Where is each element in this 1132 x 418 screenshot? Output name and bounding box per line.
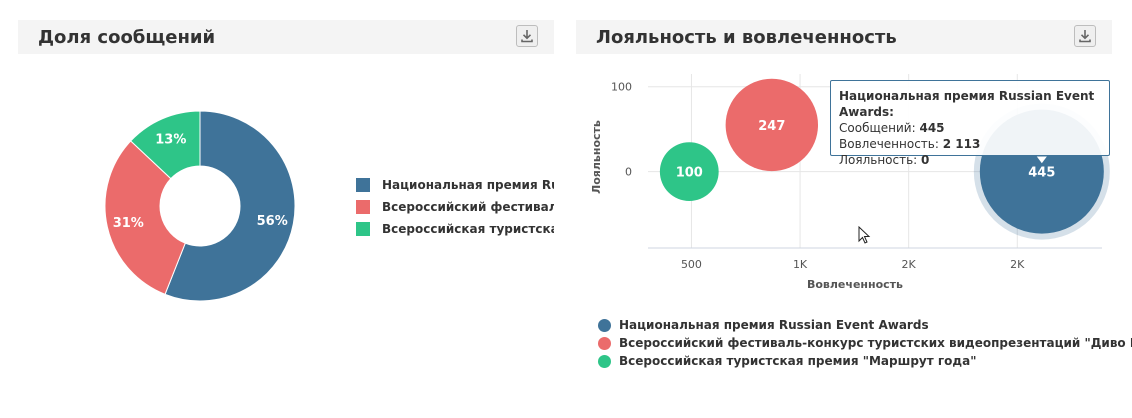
legend-label: Всероссийский фестиваль-конкурс туристск…: [619, 336, 1132, 350]
y-axis-title: Лояльность: [590, 120, 603, 194]
bubble-tooltip: Национальная премия Russian Event Awards…: [830, 80, 1110, 167]
y-tick-label: 100: [611, 81, 632, 94]
bubble-point[interactable]: [725, 78, 819, 172]
loyalty-legend-item[interactable]: Всероссийская туристская премия "Маршрут…: [598, 352, 1132, 370]
legend-swatch: [356, 200, 370, 214]
tooltip-key: Вовлеченность:: [839, 137, 939, 151]
bubble-label: 247: [758, 119, 785, 134]
share-panel-header: Доля сообщений: [18, 20, 554, 54]
tooltip-row: Лояльность: 0: [839, 152, 1109, 168]
donut-slice-label: 13%: [155, 133, 186, 148]
tooltip-key: Лояльность:: [839, 153, 918, 167]
tooltip-value: 0: [921, 153, 930, 167]
bubble-point[interactable]: [659, 142, 719, 202]
download-icon[interactable]: [516, 25, 538, 47]
tooltip-value: 2 113: [942, 137, 981, 151]
x-tick-label: 500: [681, 258, 702, 271]
tooltip-row: Сообщений: 445: [839, 120, 1109, 136]
loyalty-panel-title: Лояльность и вовлеченность: [596, 27, 897, 48]
x-tick-label: 2K: [1010, 258, 1025, 271]
donut-slice[interactable]: [164, 110, 296, 302]
loyalty-legend: Национальная премия Russian Event Awards…: [598, 316, 1132, 370]
mouse-cursor-icon: [858, 226, 871, 244]
tooltip-row: Вовлеченность: 2 113: [839, 136, 1109, 152]
donut-slice-label: 31%: [113, 216, 144, 231]
legend-label: Всероссийская туристская премия "Маршрут…: [619, 354, 977, 368]
loyalty-legend-item[interactable]: Национальная премия Russian Event Awards: [598, 316, 1132, 334]
legend-marker: [598, 354, 611, 368]
tooltip-value: 445: [919, 121, 945, 135]
legend-swatch: [356, 222, 370, 236]
share-panel-title: Доля сообщений: [38, 27, 216, 48]
legend-label: Национальная премия Russian Event Awards: [382, 178, 554, 192]
share-donut-chart: 56% 31% 13%: [104, 110, 296, 302]
legend-label: Всероссийская туристская премия "Маршрут…: [382, 222, 554, 236]
download-icon[interactable]: [1074, 25, 1096, 47]
share-legend: Национальная премия Russian Event Awards…: [356, 174, 554, 240]
x-tick-label: 2K: [902, 258, 917, 271]
bubble-label: 445: [1028, 166, 1055, 181]
legend-label: Всероссийский фестиваль-конкурс туристск…: [382, 200, 554, 214]
share-legend-item[interactable]: Всероссийская туристская премия "Маршрут…: [356, 218, 554, 240]
donut-slice[interactable]: [130, 110, 201, 180]
bubble-label: 100: [676, 166, 703, 181]
x-axis-title: Вовлеченность: [807, 278, 903, 291]
y-tick-label: 0: [625, 166, 632, 179]
donut-slice-label: 56%: [257, 214, 288, 229]
legend-label: Национальная премия Russian Event Awards: [619, 318, 929, 332]
x-tick-label: 1K: [793, 258, 808, 271]
tooltip-title: Национальная премия Russian Event Awards…: [839, 89, 1095, 119]
legend-swatch: [356, 178, 370, 192]
loyalty-panel-header: Лояльность и вовлеченность: [576, 20, 1112, 54]
loyalty-legend-item[interactable]: Всероссийский фестиваль-конкурс туристск…: [598, 334, 1132, 352]
share-legend-item[interactable]: Национальная премия Russian Event Awards: [356, 174, 554, 196]
tooltip-pointer: [1034, 155, 1049, 165]
legend-marker: [598, 318, 611, 332]
legend-marker: [598, 336, 611, 350]
share-legend-item[interactable]: Всероссийский фестиваль-конкурс туристск…: [356, 196, 554, 218]
tooltip-key: Сообщений:: [839, 121, 916, 135]
donut-slice[interactable]: [104, 140, 186, 295]
